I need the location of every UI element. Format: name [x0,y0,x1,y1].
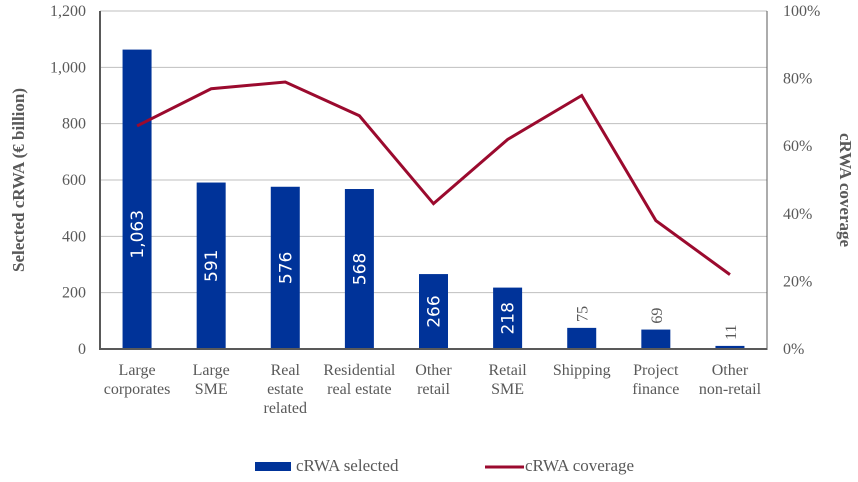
y-tick-label: 600 [62,172,86,189]
category-label-line: corporates [104,381,171,398]
bar-series [122,49,745,350]
category-label-line: Project [633,362,679,379]
category-label: Other non-retail [699,362,762,398]
category-label-line: non-retail [699,381,762,398]
category-label-line: retail [417,381,450,398]
y2-tick-label: 20% [783,273,812,290]
y-tick-label: 800 [62,116,86,133]
category-label: Retail SME [489,362,528,398]
right-axis-title: cRWA coverage [836,133,855,248]
category-label-line: related [264,400,308,417]
bar [567,327,597,349]
bar [270,186,300,349]
legend-label-bar: cRWA selected [296,456,399,475]
bar-data-label: 11 [723,324,740,339]
category-label: Shipping [553,362,611,379]
category-label: Other retail [415,362,452,398]
right-axis-ticks: 0% 20% 40% 60% 80% 100% [783,3,820,358]
y-tick-label: 400 [62,228,86,245]
bar-data-label: 1,063 [128,210,148,259]
category-label-line: Large [119,362,156,379]
bar-data-label: 591 [202,250,222,282]
category-label-line: Retail [489,362,528,379]
y2-tick-label: 60% [783,138,812,155]
y-tick-label: 1,200 [50,3,86,20]
category-label-line: SME [195,381,228,398]
category-label-line: real estate [327,381,391,398]
bar-data-label: 69 [649,308,666,324]
y2-tick-label: 0% [783,341,804,358]
bar-data-label: 218 [499,302,519,334]
bar [715,345,745,349]
legend: cRWA selected cRWA coverage [255,456,634,475]
legend-label-line: cRWA coverage [525,456,634,475]
left-axis-ticks: 0 200 400 600 800 1,000 1,200 [50,3,86,358]
axes [99,11,768,350]
category-label-line: Real [271,362,301,379]
bar [641,329,671,349]
category-label: Real estate related [264,362,308,417]
category-label: Residential real estate [323,362,396,398]
category-label-line: SME [491,381,524,398]
y-tick-label: 0 [78,341,86,358]
bar [419,274,448,349]
legend-swatch-bar [255,462,291,471]
y2-tick-label: 40% [783,206,812,223]
y-tick-label: 1,000 [50,59,86,76]
bar-data-label: 576 [276,252,296,284]
left-axis-title: Selected cRWA (€ billion) [9,88,28,272]
bar-data-label: 266 [425,295,445,327]
bar [493,287,523,349]
category-label-line: Other [712,362,749,379]
line-series [136,80,731,276]
category-label-line: Other [415,362,452,379]
coverage-line [136,80,731,276]
category-label-line: Large [193,362,230,379]
bar [344,189,374,349]
y2-tick-label: 100% [783,3,820,20]
y2-tick-label: 80% [783,71,812,88]
bar-data-label: 75 [575,306,592,322]
category-label-line: estate [267,381,303,398]
category-label: Large corporates [104,362,171,398]
y-tick-label: 200 [62,285,86,302]
bar-data-label: 568 [350,253,370,285]
category-label-line: Residential [323,362,396,379]
bar [196,182,226,349]
category-label: Project finance [632,362,679,398]
category-label-line: finance [632,381,679,398]
bar [122,49,152,350]
category-label-line: Shipping [553,362,611,379]
category-labels: Large corporates Large SME Real estate related… [104,362,762,417]
category-label: Large SME [193,362,230,398]
bar-data-labels: 1,063 591 576 568 266 218 75 69 11 [128,210,740,340]
